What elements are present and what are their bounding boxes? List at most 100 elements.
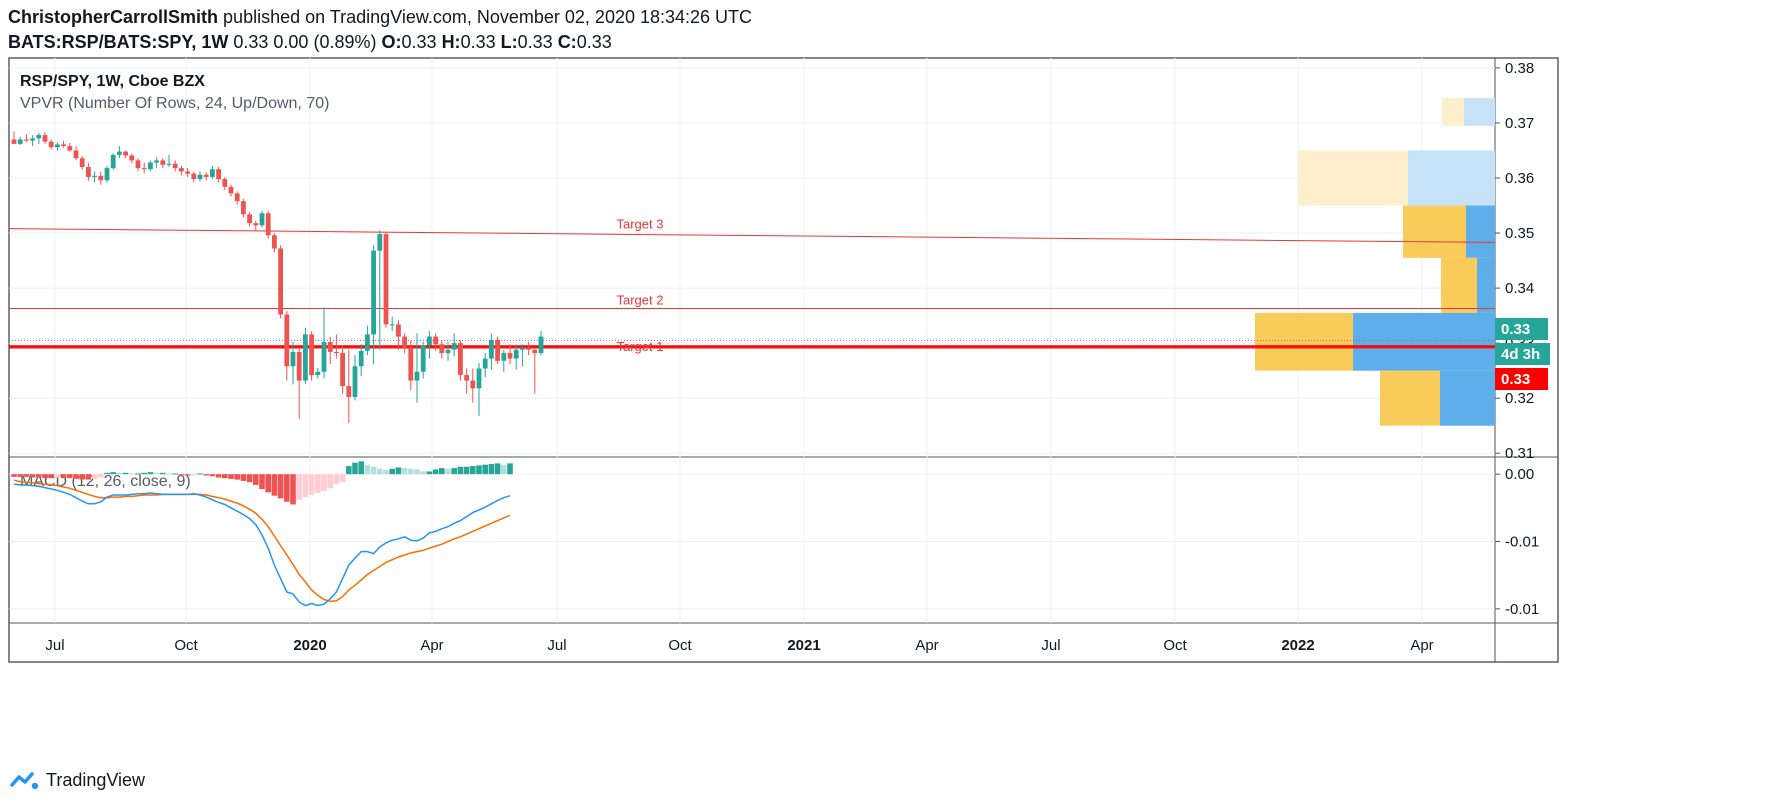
x-tick-label: 2021	[787, 637, 820, 654]
candle-body	[73, 150, 79, 159]
candle-up	[420, 342, 426, 379]
candle-up	[17, 136, 23, 145]
macd-histogram-bar	[67, 474, 73, 479]
author-name[interactable]: ChristopherCarrollSmith	[8, 7, 219, 27]
header-line-2: BATS:RSP/BATS:SPY, 1W 0.33 0.00 (0.89%) …	[8, 31, 612, 53]
candle-down	[296, 347, 302, 420]
candle-body	[141, 168, 147, 170]
candle-down	[253, 220, 259, 231]
macd-histogram-bar	[346, 466, 352, 475]
candle-body	[191, 173, 197, 180]
candle-up	[315, 367, 321, 379]
candle-body	[464, 375, 469, 381]
candle-body	[476, 368, 482, 389]
candle-body	[445, 349, 451, 354]
macd-histogram-bar	[141, 472, 147, 475]
macd-histogram-bar	[129, 473, 135, 475]
macd-histogram-bar	[172, 473, 178, 475]
macd-histogram-bar	[265, 474, 271, 493]
candle-body	[414, 371, 420, 381]
macd-histogram-bar	[191, 474, 197, 476]
candle-down	[433, 333, 438, 351]
vp-up-bar	[1298, 150, 1408, 206]
candle-down	[278, 245, 283, 319]
candle-body	[489, 339, 494, 359]
macd-histogram-bar	[36, 474, 42, 478]
vp-down-bar	[1464, 98, 1495, 126]
candle-up	[92, 171, 97, 183]
x-tick-label: Apr	[420, 637, 443, 654]
macd-histogram-bar	[501, 464, 507, 475]
candle-up	[389, 316, 395, 332]
candle-body	[241, 201, 246, 215]
macd-histogram-bar	[104, 472, 110, 475]
candle-body	[185, 171, 190, 174]
macd-histogram-bar	[197, 473, 203, 475]
macd-histogram-bar	[222, 474, 228, 479]
macd-histogram-bar	[488, 464, 495, 475]
candle-down	[11, 131, 17, 144]
candle-body	[247, 214, 252, 224]
candle-down	[42, 131, 48, 144]
macd-histogram-bar	[271, 474, 278, 496]
candle-body	[222, 179, 228, 187]
candle-body	[129, 155, 135, 161]
candle-body	[104, 168, 110, 181]
candle-body	[228, 186, 234, 194]
macd-pane: 0.00 -0.01 -0.01	[9, 461, 1539, 618]
macd-y-tick-label: -0.01	[1505, 601, 1539, 618]
candle-body	[340, 353, 345, 387]
candle-body	[495, 339, 500, 361]
candle-up	[520, 344, 525, 367]
candle-down	[495, 336, 500, 365]
candle-up	[414, 333, 420, 403]
candle-body	[513, 349, 519, 359]
candle-body	[470, 380, 476, 389]
candle-down	[346, 349, 352, 423]
candle-down	[470, 368, 476, 403]
candle-body	[11, 139, 17, 144]
candle-down	[179, 165, 184, 176]
candle-up	[513, 344, 519, 370]
y-tick-label: 0.38	[1505, 60, 1534, 77]
candle-body	[408, 347, 414, 381]
macd-histogram-bar	[17, 474, 23, 477]
macd-histogram-bar	[383, 470, 389, 475]
macd-histogram-bar	[284, 474, 290, 502]
main-series-title: RSP/SPY, 1W, Cboe BZX	[20, 73, 205, 90]
candle-body	[377, 234, 383, 251]
candle-down	[340, 345, 345, 394]
macd-histogram-bar	[54, 474, 61, 478]
candle-down	[526, 342, 531, 356]
candle-body	[346, 386, 352, 398]
candle-down	[48, 139, 54, 150]
candle-down	[172, 160, 178, 172]
candle-down	[507, 344, 513, 365]
macd-histogram-bar	[321, 474, 327, 491]
candle-body	[284, 314, 290, 367]
candle-body	[402, 336, 407, 348]
vp-up-bar	[1380, 370, 1440, 426]
candle-down	[383, 231, 389, 328]
candle-body	[507, 353, 513, 359]
candle-down	[439, 340, 445, 359]
header-line-1: ChristopherCarrollSmith published on Tra…	[8, 6, 752, 28]
candle-body	[210, 169, 215, 177]
macd-histogram-bar	[327, 474, 333, 489]
target-1-label: Target 1	[617, 339, 664, 354]
candle-body	[420, 345, 426, 372]
macd-histogram-bar	[215, 474, 222, 478]
candle-body	[203, 174, 209, 177]
vp-up-bar	[1441, 257, 1477, 313]
footer-brand[interactable]: TradingView	[10, 770, 145, 791]
x-tick-label: Jul	[547, 637, 566, 654]
y-tick-label: 0.32	[1505, 390, 1534, 407]
macd-y-tick-label: -0.01	[1505, 534, 1539, 551]
macd-histogram-bar	[296, 474, 302, 500]
y-tick-label: 0.37	[1505, 115, 1534, 132]
x-tick-label: Jul	[45, 637, 64, 654]
macd-line	[13, 483, 511, 607]
published-text: published on TradingView.com, November 0…	[223, 7, 753, 27]
candle-down	[185, 168, 190, 177]
